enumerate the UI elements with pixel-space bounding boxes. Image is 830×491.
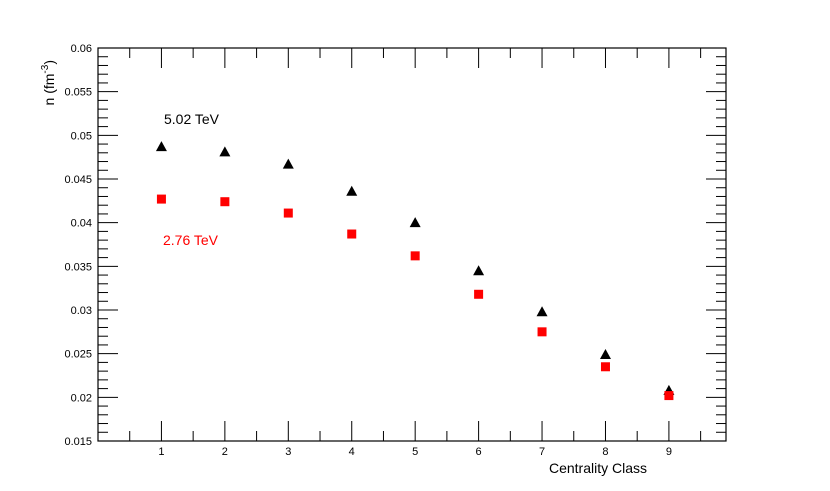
- data-point-square: [474, 289, 484, 299]
- data-point-square: [283, 208, 293, 218]
- data-point-square: [220, 197, 230, 207]
- x-tick-label: 4: [349, 446, 355, 458]
- x-tick-label: 2: [222, 446, 228, 458]
- y-axis-label: n (fm-3): [40, 60, 57, 105]
- data-point-square: [410, 251, 420, 261]
- data-point-square: [537, 327, 547, 337]
- axis-tick-labels: 0.015 0.02 0.025 0.03 0.035 0.04 0.045 0.05 0.05…: [64, 43, 672, 458]
- y-tick-label: 0.015: [64, 436, 92, 448]
- x-tick-label: 7: [539, 446, 545, 458]
- y-tick-label: 0.055: [64, 87, 92, 99]
- data-point-triangle: [155, 141, 167, 152]
- data-point-square: [600, 362, 610, 372]
- y-tick-label: 0.035: [64, 261, 92, 273]
- y-axis-label-superscript: -3: [40, 64, 51, 73]
- data-point-square: [664, 391, 674, 401]
- series-label-2-76-tev: 2.76 TeV: [163, 232, 219, 248]
- data-point-square: [347, 229, 357, 239]
- y-tick-label: 0.04: [71, 218, 92, 230]
- x-tick-label: 5: [412, 446, 418, 458]
- data-markers: [155, 141, 675, 401]
- x-tick-label: 3: [285, 446, 291, 458]
- data-point-triangle: [219, 146, 231, 157]
- data-point-square: [156, 194, 166, 204]
- y-tick-label: 0.025: [64, 349, 92, 361]
- y-axis-label-main: n (fm: [41, 74, 57, 106]
- x-tick-label: 1: [158, 446, 164, 458]
- y-axis-label-close: ): [41, 60, 57, 65]
- y-tick-label: 0.02: [71, 392, 92, 404]
- data-point-triangle: [536, 306, 548, 317]
- x-axis-label: Centrality Class: [549, 460, 647, 476]
- data-point-triangle: [409, 217, 421, 228]
- y-tick-label: 0.045: [64, 174, 92, 186]
- plot-frame: [97, 47, 727, 442]
- y-tick-label: 0.05: [71, 130, 92, 142]
- x-tick-label: 6: [476, 446, 482, 458]
- y-tick-label: 0.06: [71, 43, 92, 55]
- data-point-triangle: [599, 349, 611, 360]
- y-tick-label: 0.03: [71, 305, 92, 317]
- axis-ticks: [98, 47, 726, 442]
- data-point-triangle: [473, 265, 485, 276]
- data-point-triangle: [282, 158, 294, 169]
- series-label-5-02-tev: 5.02 TeV: [164, 111, 220, 127]
- data-point-triangle: [346, 185, 358, 196]
- x-tick-label: 8: [602, 446, 608, 458]
- x-tick-label: 9: [666, 446, 672, 458]
